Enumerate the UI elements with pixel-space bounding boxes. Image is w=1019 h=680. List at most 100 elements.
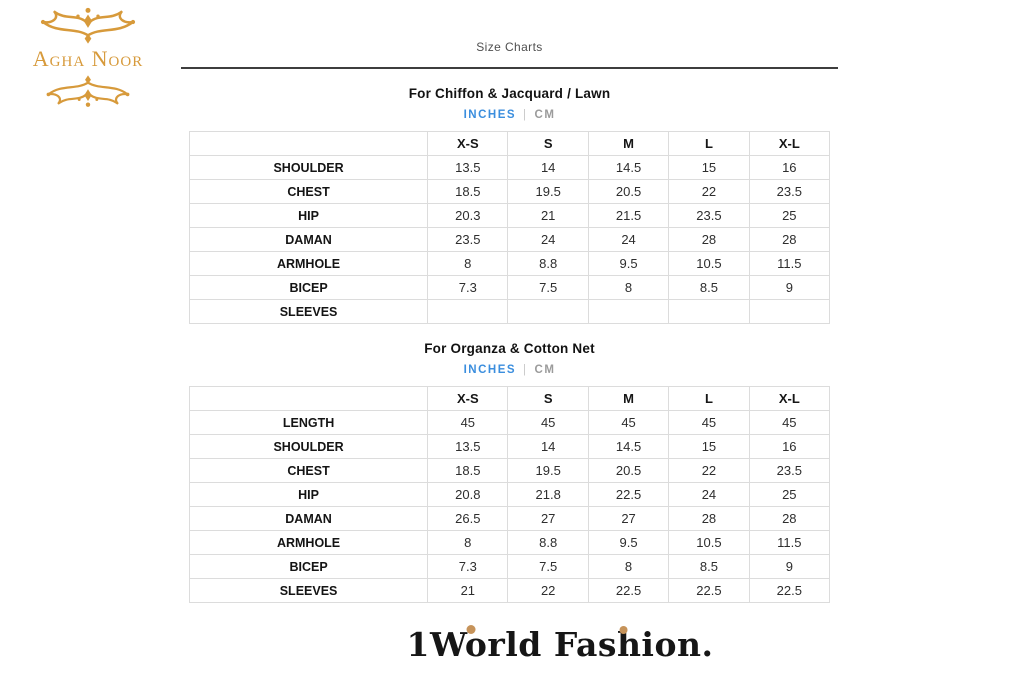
table-row: SLEEVES 21 22 22.5 22.5 22.5 (188, 578, 831, 603)
measurement-value: 14 (507, 155, 589, 180)
size-col-header: M (587, 131, 670, 156)
size-col-header: X-S (427, 386, 509, 411)
measurement-value: 10.5 (668, 530, 750, 555)
page-title: Size Charts (476, 40, 543, 54)
measurement-value: 13.5 (427, 434, 509, 459)
measurement-value: 8 (427, 530, 509, 555)
size-col-header: S (507, 131, 589, 156)
measurement-value: 45 (427, 410, 509, 435)
measurement-value: 25 (748, 203, 831, 228)
measurement-value: 22.5 (668, 578, 750, 603)
measurement-label: ARMHOLE (188, 251, 429, 276)
measurement-value: 23.5 (668, 203, 750, 228)
measurement-value: 10.5 (668, 251, 750, 276)
header-divider (181, 67, 838, 69)
units-inches-link[interactable]: INCHES (463, 109, 517, 121)
measurement-label: SLEEVES (188, 299, 429, 324)
measurement-value: 28 (668, 506, 750, 531)
measurement-value: 7.5 (507, 275, 589, 300)
measurement-value: 22 (668, 458, 750, 483)
gold-dot-icon (619, 626, 628, 634)
section-organza-cotton-net: For Organza & Cotton Net INCHES | CM X-S S M… (0, 341, 1019, 603)
measurement-label: HIP (188, 482, 429, 507)
table-row: CHEST 18.5 19.5 20.5 22 23.5 (188, 458, 831, 483)
table-row: ARMHOLE 8 8.8 9.5 10.5 11.5 (188, 530, 831, 555)
measurement-value: 14.5 (587, 434, 670, 459)
units-cm-link[interactable]: CM (534, 364, 556, 376)
measurement-value: 24 (587, 227, 670, 252)
measurement-value: 20.8 (427, 482, 509, 507)
measurement-value: 8 (587, 554, 670, 579)
measurement-value: 23.5 (427, 227, 509, 252)
measurement-label: HIP (188, 203, 429, 228)
measurement-value: 7.3 (427, 275, 509, 300)
measurement-value: 8.8 (507, 530, 589, 555)
units-separator: | (523, 364, 528, 376)
units-toggle: INCHES | CM (0, 364, 1019, 376)
measurement-value: 8.8 (507, 251, 589, 276)
measurement-label: LENGTH (188, 410, 429, 435)
measurement-value: 25 (748, 482, 831, 507)
measurement-value: 23.5 (748, 458, 831, 483)
measurement-value: 8.5 (668, 554, 750, 579)
measurement-value: 16 (748, 434, 831, 459)
measurement-value: 21 (507, 203, 589, 228)
measurement-value: 11.5 (748, 251, 831, 276)
section-title: For Organza & Cotton Net (424, 341, 595, 356)
measurement-value: 13.5 (427, 155, 509, 180)
measurement-value: 7.3 (427, 554, 509, 579)
size-col-header: S (507, 386, 589, 411)
section-chiffon-jacquard-lawn: For Chiffon & Jacquard / Lawn INCHES | CM … (0, 86, 1019, 324)
footer-logo: 1World Fashion. (407, 625, 714, 665)
units-cm-link[interactable]: CM (534, 109, 556, 121)
size-col-header: L (668, 131, 750, 156)
measurement-value: 26.5 (427, 506, 509, 531)
table-row: DAMAN 23.5 24 24 28 28 (188, 227, 831, 252)
measurement-value: 24 (507, 227, 589, 252)
measurement-value: 18.5 (427, 458, 509, 483)
measurement-value: 27 (587, 506, 670, 531)
measurement-value: 9.5 (587, 530, 670, 555)
measurement-value: 28 (748, 506, 831, 531)
measurement-value (748, 299, 831, 324)
size-col-header: M (587, 386, 670, 411)
measurement-value: 8 (427, 251, 509, 276)
measurement-value: 21.5 (587, 203, 670, 228)
gold-dot-icon (466, 625, 476, 634)
measurement-label: SHOULDER (188, 155, 429, 180)
measurement-value: 20.5 (587, 458, 670, 483)
size-table: X-S S M L X-L LENGTH 45 45 45 45 45 SHOULDER 13.5 14… (188, 386, 831, 603)
size-col-header: L (668, 386, 750, 411)
measurement-value: 7.5 (507, 554, 589, 579)
measurement-value: 22.5 (587, 578, 670, 603)
table-row: CHEST 18.5 19.5 20.5 22 23.5 (188, 179, 831, 204)
brand-logo[interactable]: Agha Noor (22, 6, 154, 107)
measurement-value: 22.5 (748, 578, 831, 603)
measurement-value: 22 (507, 578, 589, 603)
measurement-value (668, 299, 750, 324)
measurement-label: DAMAN (188, 227, 429, 252)
measurement-value: 16 (748, 155, 831, 180)
table-row: BICEP 7.3 7.5 8 8.5 9 (188, 275, 831, 300)
measurement-value: 11.5 (748, 530, 831, 555)
size-col-header: X-L (748, 386, 831, 411)
measurement-value: 15 (668, 434, 750, 459)
measurement-value: 9 (748, 554, 831, 579)
measurement-value: 27 (507, 506, 589, 531)
measurement-value: 28 (668, 227, 750, 252)
size-header-row: X-S S M L X-L (188, 386, 831, 411)
measurement-value: 23.5 (748, 179, 831, 204)
table-row: SLEEVES (188, 299, 831, 324)
size-header-row: X-S S M L X-L (188, 131, 831, 156)
table-row: LENGTH 45 45 45 45 45 (188, 410, 831, 435)
units-toggle: INCHES | CM (0, 109, 1019, 121)
measurement-value: 20.5 (587, 179, 670, 204)
footer-logo-text: 1World Fashion. (406, 625, 714, 664)
table-row: BICEP 7.3 7.5 8 8.5 9 (188, 554, 831, 579)
table-row: ARMHOLE 8 8.8 9.5 10.5 11.5 (188, 251, 831, 276)
size-charts-content: For Chiffon & Jacquard / Lawn INCHES | CM … (0, 69, 1019, 603)
measurement-value: 8.5 (668, 275, 750, 300)
units-inches-link[interactable]: INCHES (463, 364, 517, 376)
measurement-value: 14 (507, 434, 589, 459)
size-table: X-S S M L X-L SHOULDER 13.5 14 14.5 15 16 CHEST 18.… (188, 131, 831, 324)
